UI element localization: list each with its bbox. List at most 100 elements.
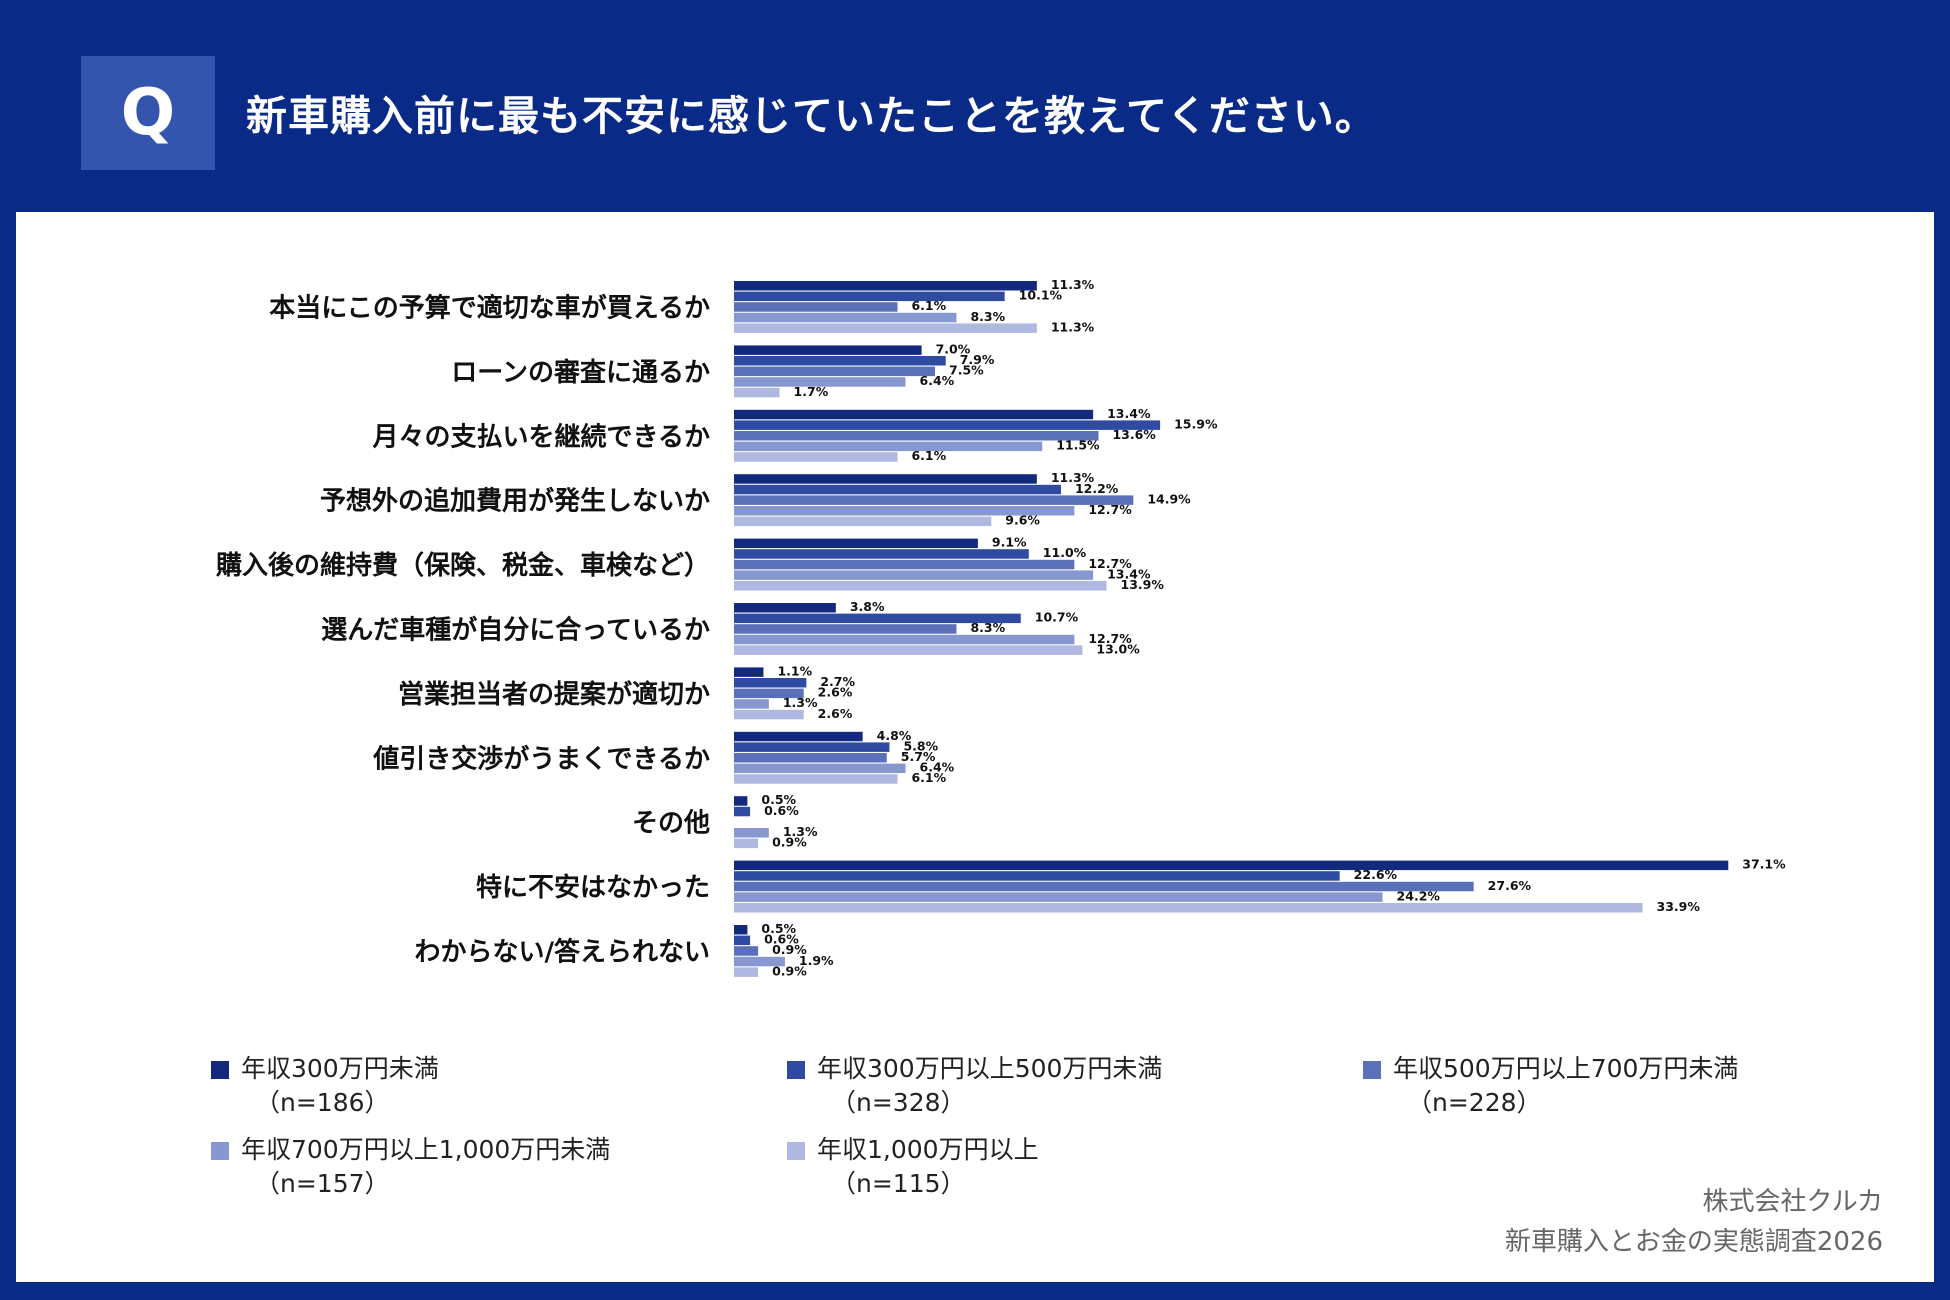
bar <box>734 452 898 462</box>
bar <box>734 838 759 849</box>
bar <box>734 881 1474 892</box>
bar <box>734 763 906 774</box>
bar <box>734 538 978 549</box>
data-label: 12.7% <box>1088 556 1132 571</box>
data-label: 13.0% <box>1096 641 1140 656</box>
legend-n-4: （n=157） <box>255 1169 390 1198</box>
data-label: 2.6% <box>818 706 853 721</box>
bar <box>734 291 1005 302</box>
legend-n-1: （n=186） <box>255 1088 390 1117</box>
bar <box>734 549 1029 559</box>
data-label: 12.2% <box>1075 481 1119 496</box>
bar <box>734 484 1061 495</box>
data-label: 11.3% <box>1051 470 1095 485</box>
data-label: 13.4% <box>1107 566 1151 581</box>
data-label: 9.6% <box>1005 513 1040 528</box>
bar <box>734 688 804 699</box>
legend-swatch-4 <box>211 1142 229 1160</box>
legend-label-5: 年収1,000万円以上 <box>817 1135 1039 1164</box>
bar <box>734 925 748 935</box>
bar <box>734 603 836 613</box>
bar <box>734 967 759 977</box>
data-label: 22.6% <box>1354 867 1398 882</box>
data-label: 11.3% <box>1051 277 1095 292</box>
data-label: 1.7% <box>794 384 829 399</box>
legend-n-5: （n=115） <box>831 1169 966 1198</box>
legend-label-3: 年収500万円以上700万円未満 <box>1393 1054 1739 1083</box>
category-label: 購入後の維持費（保険、税金、車検など） <box>216 550 710 581</box>
data-label: 6.1% <box>911 770 946 785</box>
bar <box>734 935 751 946</box>
bar <box>734 581 1107 591</box>
bar <box>734 731 863 742</box>
data-label: 8.3% <box>970 620 1005 635</box>
question-badge: Q <box>81 56 215 170</box>
bar <box>734 570 1094 580</box>
category-label: ローンの審査に通るか <box>451 358 710 388</box>
bar <box>734 506 1075 516</box>
category-label: 値引き交渉がうまくできるか <box>372 743 710 774</box>
data-label: 2.6% <box>818 685 853 700</box>
data-label: 6.1% <box>911 448 946 463</box>
data-label: 12.7% <box>1088 502 1132 517</box>
data-label: 11.5% <box>1056 438 1100 453</box>
bar <box>734 420 1161 430</box>
category-label: 本当にこの予算で適切な車が買えるか <box>269 293 710 324</box>
bar <box>734 753 887 763</box>
bar <box>734 667 764 677</box>
data-label: 33.9% <box>1657 899 1701 914</box>
bar <box>734 699 769 709</box>
bar <box>734 624 957 634</box>
data-label: 27.6% <box>1488 878 1532 893</box>
category-label: 選んだ車種が自分に合っているか <box>321 615 710 646</box>
bar <box>734 903 1643 913</box>
bar <box>734 742 890 752</box>
bar <box>734 474 1037 484</box>
category-label: その他 <box>632 809 710 839</box>
data-label: 6.4% <box>920 760 955 775</box>
bar <box>734 828 769 838</box>
data-label: 8.3% <box>970 309 1005 324</box>
credit: 株式会社クルカ 新車購入とお金の実態調査2026 <box>1505 1182 1883 1262</box>
legend-label-4: 年収700万円以上1,000万円未満 <box>241 1135 611 1164</box>
category-label: 予想外の追加費用が発生しないか <box>320 486 710 517</box>
legend-label-2: 年収300万円以上500万円未満 <box>817 1054 1163 1083</box>
data-label: 24.2% <box>1397 888 1441 903</box>
bar <box>734 806 751 817</box>
data-label: 12.7% <box>1088 631 1132 646</box>
data-label: 15.9% <box>1174 416 1218 431</box>
data-label: 13.4% <box>1107 406 1151 421</box>
bar-chart: 本当にこの予算で適切な車が買えるか11.3%10.1%6.1%8.3%11.3%… <box>216 277 1786 978</box>
category-label: 営業担当者の提案が適切か <box>398 679 710 710</box>
data-label: 37.1% <box>1742 857 1786 872</box>
bar <box>734 774 898 784</box>
chart-panel: 本当にこの予算で適切な車が買えるか 11.3% 10.1% 6.1% 8.3% 11.3%… <box>16 212 1934 1282</box>
data-label: 0.9% <box>772 835 807 850</box>
legend-label-1: 年収300万円未満 <box>241 1054 439 1083</box>
data-label: 2.7% <box>820 674 855 689</box>
data-label: 11.0% <box>1043 545 1087 560</box>
data-label: 11.3% <box>1051 319 1095 334</box>
data-label: 4.8% <box>877 728 912 743</box>
bar <box>734 495 1134 505</box>
legend-n-2: （n=328） <box>831 1088 966 1117</box>
bar <box>734 796 748 806</box>
bar <box>734 312 957 323</box>
data-label: 0.9% <box>772 963 807 978</box>
bar <box>734 645 1083 655</box>
question-title: 新車購入前に最も不安に感じていたことを教えてください。 <box>246 92 1377 140</box>
data-label: 3.8% <box>850 599 885 614</box>
bar <box>734 431 1099 441</box>
category-label: 月々の支払いを継続できるか <box>372 421 710 452</box>
data-label: 1.3% <box>783 695 818 710</box>
bar <box>734 366 935 377</box>
bar <box>734 634 1075 645</box>
data-label: 14.9% <box>1147 491 1191 506</box>
bar <box>734 892 1383 902</box>
data-label: 1.3% <box>783 824 818 839</box>
data-label: 0.5% <box>761 921 796 936</box>
bar <box>734 441 1043 452</box>
data-label: 13.9% <box>1121 577 1165 592</box>
data-label: 7.0% <box>936 341 971 356</box>
bar <box>734 613 1021 624</box>
